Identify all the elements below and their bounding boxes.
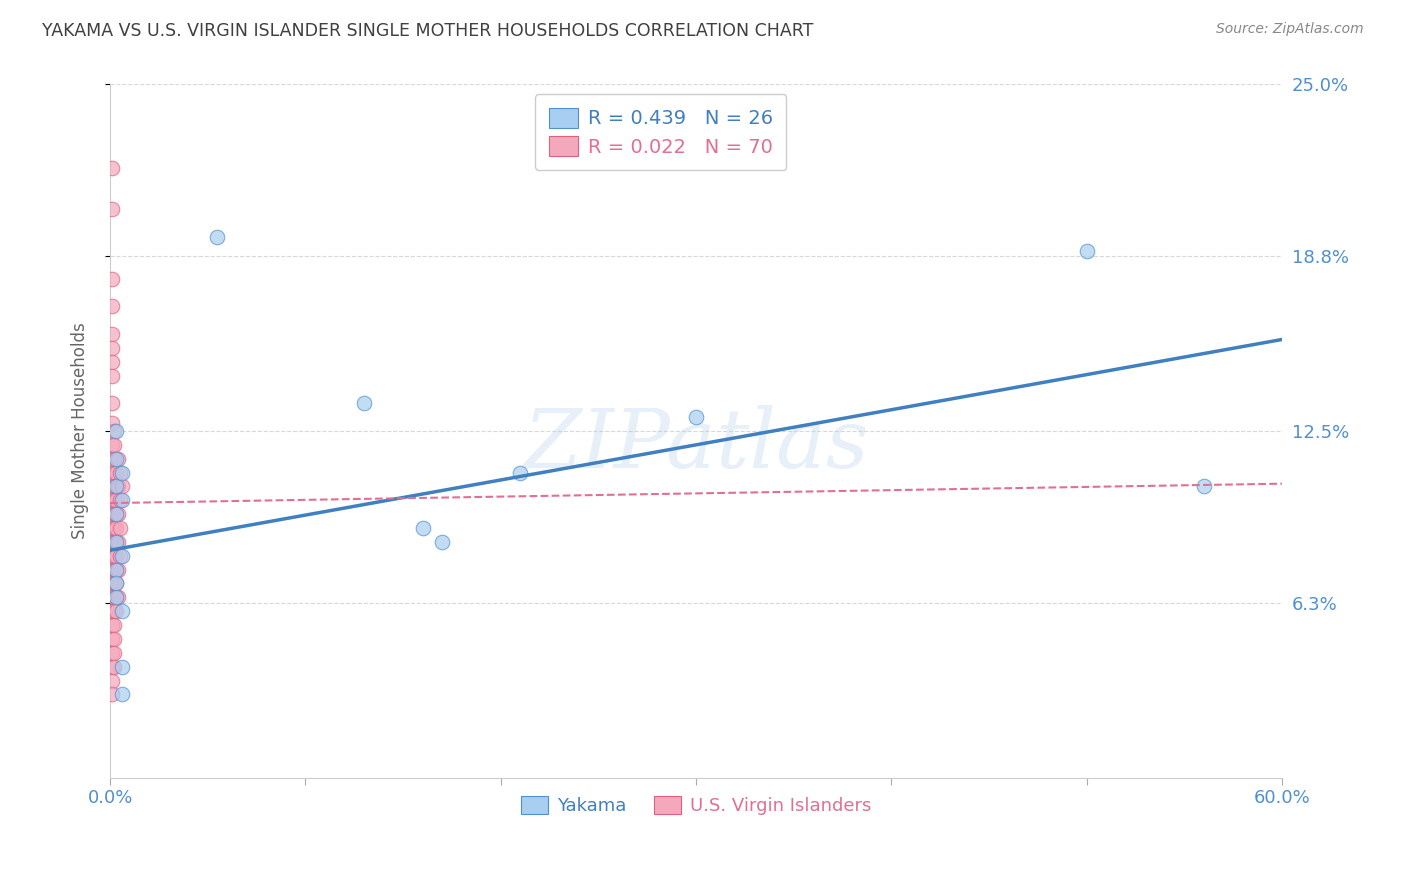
Point (412, 521, 434, 535)
Point (104, 424, 127, 438)
Point (103, 604, 125, 618)
Text: Source: ZipAtlas.com: Source: ZipAtlas.com (1216, 22, 1364, 37)
Point (111, 687, 134, 701)
Point (104, 563, 127, 577)
Point (103, 646, 125, 660)
Y-axis label: Single Mother Households: Single Mother Households (72, 323, 89, 540)
Point (101, 202, 124, 217)
Point (107, 479, 129, 493)
Point (101, 646, 124, 660)
Point (104, 535, 127, 549)
Point (101, 471, 124, 485)
Point (1076, 244, 1098, 258)
Point (103, 535, 125, 549)
Point (104, 466, 127, 480)
Point (101, 521, 124, 535)
Text: ZIPatlas: ZIPatlas (523, 405, 869, 485)
Point (509, 466, 531, 480)
Point (101, 438, 124, 452)
Point (104, 493, 127, 508)
Point (101, 341, 124, 355)
Point (104, 563, 127, 577)
Point (103, 451, 125, 466)
Point (685, 410, 707, 425)
Point (103, 632, 125, 646)
Point (101, 396, 124, 410)
Point (108, 521, 131, 535)
Point (111, 493, 134, 508)
Point (101, 535, 124, 549)
Point (104, 521, 127, 535)
Point (104, 507, 127, 521)
Text: YAKAMA VS U.S. VIRGIN ISLANDER SINGLE MOTHER HOUSEHOLDS CORRELATION CHART: YAKAMA VS U.S. VIRGIN ISLANDER SINGLE MO… (42, 22, 814, 40)
Point (101, 618, 124, 632)
Point (101, 161, 124, 175)
Point (101, 632, 124, 646)
Point (101, 451, 124, 466)
Point (104, 591, 127, 605)
Point (103, 591, 125, 605)
Point (111, 659, 134, 673)
Point (103, 479, 125, 493)
Point (111, 549, 134, 563)
Point (101, 271, 124, 285)
Point (104, 479, 127, 493)
Point (107, 563, 129, 577)
Point (104, 549, 127, 563)
Point (101, 299, 124, 313)
Point (103, 438, 125, 452)
Point (101, 549, 124, 563)
Point (1192, 479, 1215, 493)
Point (104, 507, 127, 521)
Point (103, 424, 125, 438)
Point (353, 396, 375, 410)
Point (103, 549, 125, 563)
Point (103, 659, 125, 673)
Point (101, 604, 124, 618)
Legend: Yakama, U.S. Virgin Islanders: Yakama, U.S. Virgin Islanders (512, 787, 880, 824)
Point (104, 604, 127, 618)
Point (207, 230, 229, 244)
Point (103, 507, 125, 521)
Point (111, 466, 134, 480)
Point (101, 576, 124, 591)
Point (430, 535, 453, 549)
Point (104, 591, 127, 605)
Point (101, 507, 124, 521)
Point (103, 563, 125, 577)
Point (107, 507, 129, 521)
Point (101, 416, 124, 430)
Point (107, 535, 129, 549)
Point (101, 659, 124, 673)
Point (104, 576, 127, 591)
Point (104, 535, 127, 549)
Point (108, 466, 131, 480)
Point (104, 576, 127, 591)
Point (101, 591, 124, 605)
Point (103, 618, 125, 632)
Point (101, 563, 124, 577)
Point (101, 673, 124, 688)
Point (104, 451, 127, 466)
Point (103, 493, 125, 508)
Point (111, 604, 134, 618)
Point (103, 521, 125, 535)
Point (101, 687, 124, 701)
Point (103, 466, 125, 480)
Point (108, 549, 131, 563)
Point (108, 493, 131, 508)
Point (101, 354, 124, 368)
Point (107, 451, 129, 466)
Point (107, 591, 129, 605)
Point (101, 326, 124, 341)
Point (103, 576, 125, 591)
Point (104, 479, 127, 493)
Point (101, 493, 124, 508)
Point (101, 368, 124, 383)
Point (111, 479, 134, 493)
